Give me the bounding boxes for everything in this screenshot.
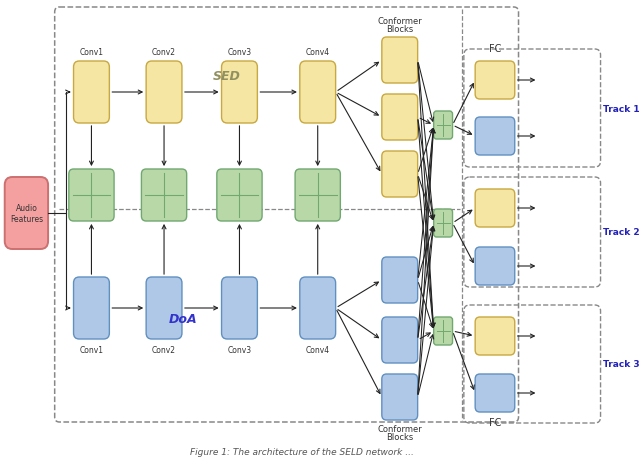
Text: Conv1: Conv1 [79, 345, 104, 354]
FancyBboxPatch shape [475, 189, 515, 227]
FancyBboxPatch shape [475, 374, 515, 412]
FancyBboxPatch shape [434, 210, 452, 238]
FancyBboxPatch shape [69, 169, 114, 221]
Text: Conv3: Conv3 [227, 48, 252, 57]
FancyBboxPatch shape [475, 247, 515, 285]
Text: Conformer: Conformer [378, 17, 422, 26]
FancyBboxPatch shape [475, 317, 515, 355]
Text: SED: SED [212, 70, 240, 83]
FancyBboxPatch shape [300, 277, 335, 339]
FancyBboxPatch shape [382, 257, 418, 303]
FancyBboxPatch shape [146, 62, 182, 124]
FancyBboxPatch shape [475, 62, 515, 100]
Text: Figure 1: The architecture of the SELD network ...: Figure 1: The architecture of the SELD n… [189, 448, 413, 457]
FancyBboxPatch shape [434, 112, 452, 140]
FancyBboxPatch shape [221, 277, 257, 339]
Text: Track 2: Track 2 [604, 228, 640, 237]
FancyBboxPatch shape [217, 169, 262, 221]
FancyBboxPatch shape [141, 169, 187, 221]
FancyBboxPatch shape [434, 317, 452, 345]
FancyBboxPatch shape [475, 118, 515, 156]
Text: Conv4: Conv4 [306, 48, 330, 57]
Text: Blocks: Blocks [386, 432, 413, 441]
Text: Audio
Features: Audio Features [10, 204, 43, 223]
Text: DoA: DoA [168, 313, 197, 326]
FancyBboxPatch shape [382, 38, 418, 84]
FancyBboxPatch shape [74, 62, 109, 124]
FancyBboxPatch shape [295, 169, 340, 221]
Text: Conv2: Conv2 [152, 48, 176, 57]
FancyBboxPatch shape [146, 277, 182, 339]
FancyBboxPatch shape [300, 62, 335, 124]
FancyBboxPatch shape [382, 374, 418, 420]
FancyBboxPatch shape [74, 277, 109, 339]
FancyBboxPatch shape [221, 62, 257, 124]
Text: Conv1: Conv1 [79, 48, 104, 57]
Text: Conv4: Conv4 [306, 345, 330, 354]
Text: Conv2: Conv2 [152, 345, 176, 354]
Text: Blocks: Blocks [386, 25, 413, 34]
FancyBboxPatch shape [4, 178, 48, 250]
Text: Track 3: Track 3 [604, 360, 640, 369]
Text: FC: FC [489, 417, 501, 427]
FancyBboxPatch shape [382, 152, 418, 198]
Text: Track 1: Track 1 [604, 104, 640, 113]
Text: Conformer: Conformer [378, 424, 422, 433]
FancyBboxPatch shape [382, 95, 418, 141]
FancyBboxPatch shape [382, 317, 418, 363]
Text: Conv3: Conv3 [227, 345, 252, 354]
Text: FC: FC [489, 44, 501, 54]
